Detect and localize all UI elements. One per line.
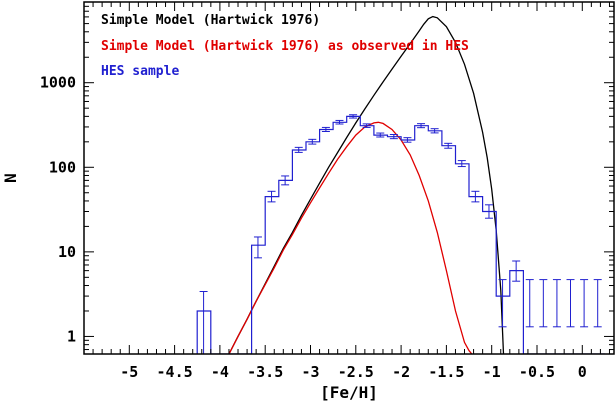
error-bar [403, 137, 412, 143]
legend-entry-hes-sample: HES sample [101, 64, 179, 79]
x-tick-label: -0.5 [519, 363, 555, 381]
error-bar [498, 279, 507, 328]
error-bar [281, 175, 290, 186]
x-axis-label: [Fe/H] [320, 383, 378, 402]
error-bar [552, 279, 561, 328]
x-tick-label: -2.5 [338, 363, 374, 381]
plot-frame [83, 1, 615, 355]
error-bar [512, 260, 521, 282]
error-bar [362, 123, 371, 128]
error-bar [294, 146, 303, 153]
error-bar [457, 160, 466, 168]
error-bar [267, 190, 276, 203]
error-bar [471, 190, 480, 203]
y-axis-ticks: 1 10 100 1000 [40, 1, 614, 351]
error-bar [539, 279, 548, 328]
error-bar [444, 142, 453, 149]
simple-model-hes-curve [228, 121, 473, 354]
legend-entry-simple-model-hes: Simple Model (Hartwick 1976) as observed… [101, 39, 469, 54]
y-tick-label: 100 [49, 158, 76, 176]
y-tick-label: 10 [58, 243, 76, 261]
series-layer [196, 15, 605, 354]
y-tick-label: 1 [67, 327, 76, 345]
x-tick-label: -5 [120, 363, 138, 381]
x-tick-label: 0 [578, 363, 587, 381]
error-bar [566, 279, 575, 328]
error-bar [253, 236, 262, 259]
error-bar [430, 128, 439, 134]
error-bar [321, 126, 330, 132]
hes-histogram [196, 115, 605, 354]
error-bar [376, 132, 385, 138]
legend-entry-simple-model: Simple Model (Hartwick 1976) [101, 13, 320, 28]
x-tick-label: -3.5 [247, 363, 283, 381]
error-bar [417, 123, 426, 129]
error-bar [484, 204, 493, 219]
x-tick-label: -4 [211, 363, 229, 381]
error-bar [389, 134, 398, 140]
y-tick-label: 1000 [40, 74, 76, 92]
errorbar-layer [199, 114, 602, 354]
x-tick-label: -2 [392, 363, 410, 381]
x-axis-ticks: -5 -4.5 -4 -3.5 -3 -2.5 -2 -1.5 -1 -0.5 0 [92, 2, 610, 381]
x-tick-label: -4.5 [157, 363, 193, 381]
error-bar [349, 114, 358, 119]
error-bar [525, 279, 534, 328]
x-tick-label: -3 [301, 363, 319, 381]
error-bar [580, 279, 589, 328]
error-bar [199, 290, 208, 354]
x-tick-label: -1.5 [428, 363, 464, 381]
y-axis-label: N [1, 173, 20, 183]
x-tick-label: -1 [483, 363, 501, 381]
simple-model-curve [228, 15, 505, 354]
error-bar [308, 138, 317, 145]
legend: Simple Model (Hartwick 1976) Simple Mode… [101, 13, 469, 79]
error-bar [335, 119, 344, 125]
error-bar [593, 279, 602, 328]
